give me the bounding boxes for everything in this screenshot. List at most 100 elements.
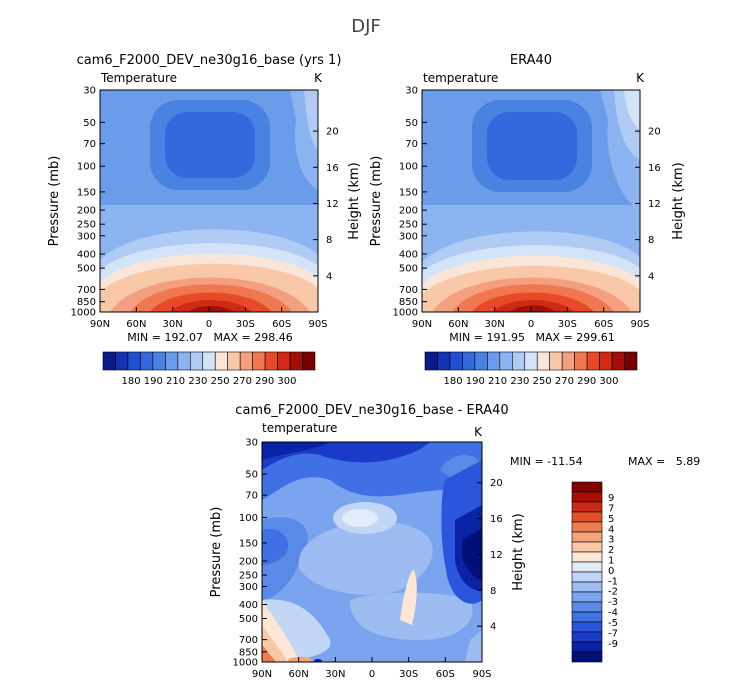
colorbar-swatch xyxy=(165,351,179,371)
panel-model-ylabel: Pressure (mb) xyxy=(47,156,62,247)
colorbar-swatch xyxy=(571,521,603,533)
panel-model-colorbar: 180 190 210 230 250 270 290 300 xyxy=(102,351,316,387)
colorbar-swatch xyxy=(571,611,603,623)
colorbar-swatch xyxy=(571,591,603,603)
colorbar-swatch xyxy=(624,351,638,371)
colorbar-label: 3 xyxy=(608,535,614,546)
y-tick-label: 500 xyxy=(239,614,258,625)
colorbar-label: -7 xyxy=(608,628,618,639)
colorbar-swatch xyxy=(140,351,154,371)
x-tick-label: 30S xyxy=(558,319,577,330)
y-right-tick-label: 12 xyxy=(326,199,339,210)
colorbar-swatch xyxy=(177,351,191,371)
colorbar-swatch xyxy=(202,351,216,371)
colorbar-swatch xyxy=(524,351,538,371)
y-tick-label: 1000 xyxy=(71,308,96,319)
y-tick-label: 100 xyxy=(399,162,418,173)
colorbar-swatch xyxy=(586,351,600,371)
colorbar-swatch xyxy=(571,511,603,523)
x-tick-label: 60N xyxy=(126,319,146,330)
colorbar-swatch xyxy=(277,351,291,371)
field-region xyxy=(188,306,234,312)
colorbar-labels: 180 190 210 230 250 270 290 300 xyxy=(122,376,297,387)
colorbar-label: -2 xyxy=(608,587,618,598)
panel-diff-ticks: 90N 60N 30N 0 30S 60S 90S 30 50 70 100 150 200 250300… xyxy=(233,438,503,681)
colorbar-swatch xyxy=(571,491,603,503)
x-tick-label: 90N xyxy=(412,319,432,330)
y-right-tick-label: 4 xyxy=(490,622,496,633)
x-tick-label: 30N xyxy=(163,319,183,330)
x-tick-label: 60N xyxy=(448,319,468,330)
y-tick-label: 50 xyxy=(83,118,96,129)
colorbar-swatch xyxy=(302,351,316,371)
colorbar-swatch xyxy=(289,351,303,371)
y-tick-label: 700 xyxy=(239,635,258,646)
panel-diff-max: MAX = 5.89 xyxy=(628,455,700,468)
field-region xyxy=(262,529,289,565)
x-tick-label: 90N xyxy=(90,319,110,330)
x-tick-label: 60N xyxy=(289,669,309,680)
y-tick-label: 850 xyxy=(399,297,418,308)
y-right-tick-label: 20 xyxy=(490,478,503,489)
colorbar-swatch xyxy=(214,351,229,371)
colorbar-swatch xyxy=(102,351,116,371)
colorbar-swatch xyxy=(127,351,141,371)
field-region xyxy=(262,442,330,460)
x-tick-label: 30S xyxy=(236,319,255,330)
x-tick-label: 30N xyxy=(325,669,345,680)
colorbar-label: 0 xyxy=(608,566,614,577)
figure-title: DJF xyxy=(351,16,381,37)
colorbar-swatch xyxy=(536,351,551,371)
x-tick-label: 90S xyxy=(308,319,327,330)
y-right-tick-label: 8 xyxy=(326,235,332,246)
colorbar-swatch xyxy=(227,351,241,371)
panel-model-variable: Temperature xyxy=(100,71,177,85)
x-tick-label: 30S xyxy=(399,669,418,680)
field-region xyxy=(262,442,482,500)
y-tick-label: 850 xyxy=(77,297,96,308)
colorbar-label: 1 xyxy=(608,556,614,567)
panel-model-unit: K xyxy=(314,71,323,85)
panel-diff: cam6_F2000_DEV_ne30g16_base - ERA40 temp… xyxy=(209,403,700,680)
y-tick-label: 300 xyxy=(399,231,418,242)
y-tick-label: 500 xyxy=(399,264,418,275)
colorbar-swatch xyxy=(571,501,603,513)
colorbar-swatch xyxy=(152,351,166,371)
colorbar-swatch xyxy=(571,631,603,643)
panel-diff-min: MIN = -11.54 xyxy=(510,455,583,468)
field-region xyxy=(510,305,556,312)
field-region xyxy=(487,112,577,180)
field-region xyxy=(298,521,433,595)
colorbar-labels: 180 190 210 230 250 270 290 300 xyxy=(444,376,619,387)
y-tick-label: 700 xyxy=(399,285,418,296)
y-tick-label: 700 xyxy=(77,285,96,296)
colorbar-swatch xyxy=(474,351,488,371)
colorbar-swatch xyxy=(571,531,603,543)
panel-model-ticks: 90N 60N 30N 0 30S 60S 90S 30 50 70 100 150 200 250300… xyxy=(71,86,339,331)
field-region xyxy=(304,90,318,150)
colorbar-swatch xyxy=(511,351,526,371)
y-tick-label: 250 xyxy=(399,220,418,231)
colorbar-swatch xyxy=(571,551,603,563)
colorbar-swatch xyxy=(487,351,501,371)
colorbar-swatch xyxy=(549,351,563,371)
y-tick-label: 150 xyxy=(399,187,418,198)
y-tick-label: 400 xyxy=(77,249,96,260)
y-tick-label: 150 xyxy=(239,538,258,549)
panel-diff-title: cam6_F2000_DEV_ne30g16_base - ERA40 xyxy=(235,403,508,418)
x-tick-label: 90S xyxy=(630,319,649,330)
x-tick-label: 60S xyxy=(436,669,455,680)
colorbar-swatch xyxy=(264,351,278,371)
colorbar-label: 2 xyxy=(608,545,614,556)
panel-diff-unit: K xyxy=(474,425,483,439)
colorbar-swatch xyxy=(571,571,603,583)
panel-era40-field xyxy=(422,90,640,312)
y-right-tick-label: 16 xyxy=(490,514,503,525)
colorbar-swatch xyxy=(189,351,204,371)
y-tick-label: 400 xyxy=(399,249,418,260)
y-tick-label: 200 xyxy=(239,557,258,568)
panel-diff-field xyxy=(262,442,482,662)
colorbar-swatch xyxy=(571,481,603,493)
